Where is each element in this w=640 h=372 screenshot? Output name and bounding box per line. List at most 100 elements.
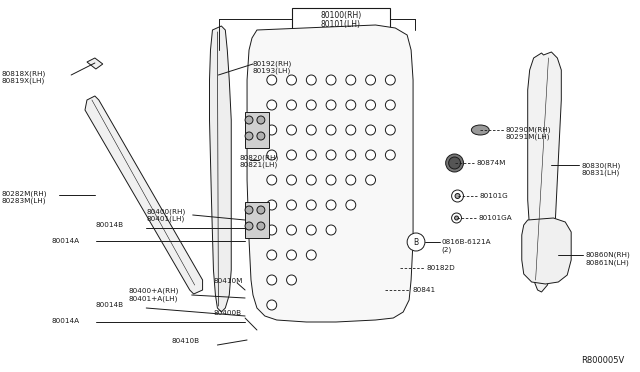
Text: 80282M(RH)
80283M(LH): 80282M(RH) 80283M(LH) [2, 190, 47, 204]
Circle shape [287, 250, 296, 260]
Circle shape [346, 100, 356, 110]
Text: 80101(LH): 80101(LH) [321, 20, 361, 29]
Polygon shape [522, 218, 571, 284]
Text: 80014B: 80014B [96, 302, 124, 308]
Text: 0816B-6121A
(2): 0816B-6121A (2) [442, 239, 492, 253]
Circle shape [267, 75, 276, 85]
Circle shape [385, 125, 396, 135]
Circle shape [257, 132, 265, 140]
Polygon shape [85, 96, 203, 294]
Text: 80820(RH)
80821(LH): 80820(RH) 80821(LH) [239, 154, 278, 168]
Text: 80101G: 80101G [479, 193, 508, 199]
Text: 80410B: 80410B [172, 338, 200, 344]
Text: 80100(RH): 80100(RH) [320, 11, 362, 20]
Circle shape [454, 216, 458, 220]
Text: 80014A: 80014A [51, 238, 79, 244]
Circle shape [267, 150, 276, 160]
Circle shape [326, 100, 336, 110]
Circle shape [452, 190, 463, 202]
Circle shape [385, 100, 396, 110]
Polygon shape [209, 26, 231, 312]
Circle shape [307, 175, 316, 185]
Polygon shape [87, 58, 103, 69]
Circle shape [307, 75, 316, 85]
Circle shape [326, 175, 336, 185]
Circle shape [307, 250, 316, 260]
Circle shape [267, 200, 276, 210]
Circle shape [287, 275, 296, 285]
Circle shape [287, 100, 296, 110]
Text: B: B [413, 237, 419, 247]
Circle shape [445, 154, 463, 172]
Circle shape [455, 193, 460, 199]
Circle shape [267, 100, 276, 110]
Circle shape [245, 116, 253, 124]
Circle shape [267, 125, 276, 135]
Text: R800005V: R800005V [581, 356, 625, 365]
Circle shape [326, 225, 336, 235]
Text: 80830(RH)
80831(LH): 80830(RH) 80831(LH) [581, 162, 620, 176]
Circle shape [346, 175, 356, 185]
Circle shape [287, 175, 296, 185]
Circle shape [287, 150, 296, 160]
Circle shape [307, 225, 316, 235]
Circle shape [326, 150, 336, 160]
Bar [291, 8, 390, 30]
Text: 80101GA: 80101GA [478, 215, 512, 221]
Text: 80400B: 80400B [214, 310, 241, 316]
Circle shape [365, 125, 376, 135]
Circle shape [307, 200, 316, 210]
Text: 80818X(RH)
80819X(LH): 80818X(RH) 80819X(LH) [2, 70, 46, 84]
Text: 80841: 80841 [412, 287, 435, 293]
Circle shape [307, 125, 316, 135]
Ellipse shape [472, 125, 489, 135]
Text: 80290M(RH)
80291M(LH): 80290M(RH) 80291M(LH) [506, 126, 552, 140]
Circle shape [245, 206, 253, 214]
Circle shape [365, 175, 376, 185]
Circle shape [407, 233, 425, 251]
Circle shape [365, 75, 376, 85]
Circle shape [326, 75, 336, 85]
Circle shape [245, 132, 253, 140]
Circle shape [287, 225, 296, 235]
Circle shape [449, 157, 461, 169]
Text: 80182D: 80182D [427, 265, 456, 271]
Circle shape [365, 150, 376, 160]
Circle shape [452, 213, 461, 223]
Text: 80410M: 80410M [214, 278, 243, 284]
Circle shape [267, 175, 276, 185]
Circle shape [346, 125, 356, 135]
Circle shape [257, 206, 265, 214]
Circle shape [307, 150, 316, 160]
Text: 80874M: 80874M [476, 160, 506, 166]
Circle shape [257, 116, 265, 124]
Polygon shape [247, 25, 413, 322]
Text: 80860N(RH)
80861N(LH): 80860N(RH) 80861N(LH) [585, 252, 630, 266]
Circle shape [385, 75, 396, 85]
Circle shape [365, 100, 376, 110]
Text: 80014A: 80014A [51, 318, 79, 324]
Text: 80400(RH)
80401(LH): 80400(RH) 80401(LH) [147, 208, 186, 222]
Circle shape [346, 75, 356, 85]
Bar [245, 202, 269, 238]
Circle shape [326, 200, 336, 210]
Circle shape [346, 200, 356, 210]
Circle shape [257, 222, 265, 230]
Circle shape [287, 75, 296, 85]
Text: 80400+A(RH)
80401+A(LH): 80400+A(RH) 80401+A(LH) [129, 288, 179, 302]
Bar [245, 112, 269, 148]
Polygon shape [528, 52, 561, 292]
Circle shape [385, 150, 396, 160]
Circle shape [287, 200, 296, 210]
Circle shape [267, 300, 276, 310]
Circle shape [267, 250, 276, 260]
Text: 80014B: 80014B [96, 222, 124, 228]
Circle shape [287, 125, 296, 135]
Circle shape [245, 222, 253, 230]
Circle shape [346, 150, 356, 160]
Text: 80192(RH)
80193(LH): 80192(RH) 80193(LH) [253, 60, 292, 74]
Circle shape [307, 100, 316, 110]
Circle shape [326, 125, 336, 135]
Circle shape [267, 225, 276, 235]
Circle shape [267, 275, 276, 285]
